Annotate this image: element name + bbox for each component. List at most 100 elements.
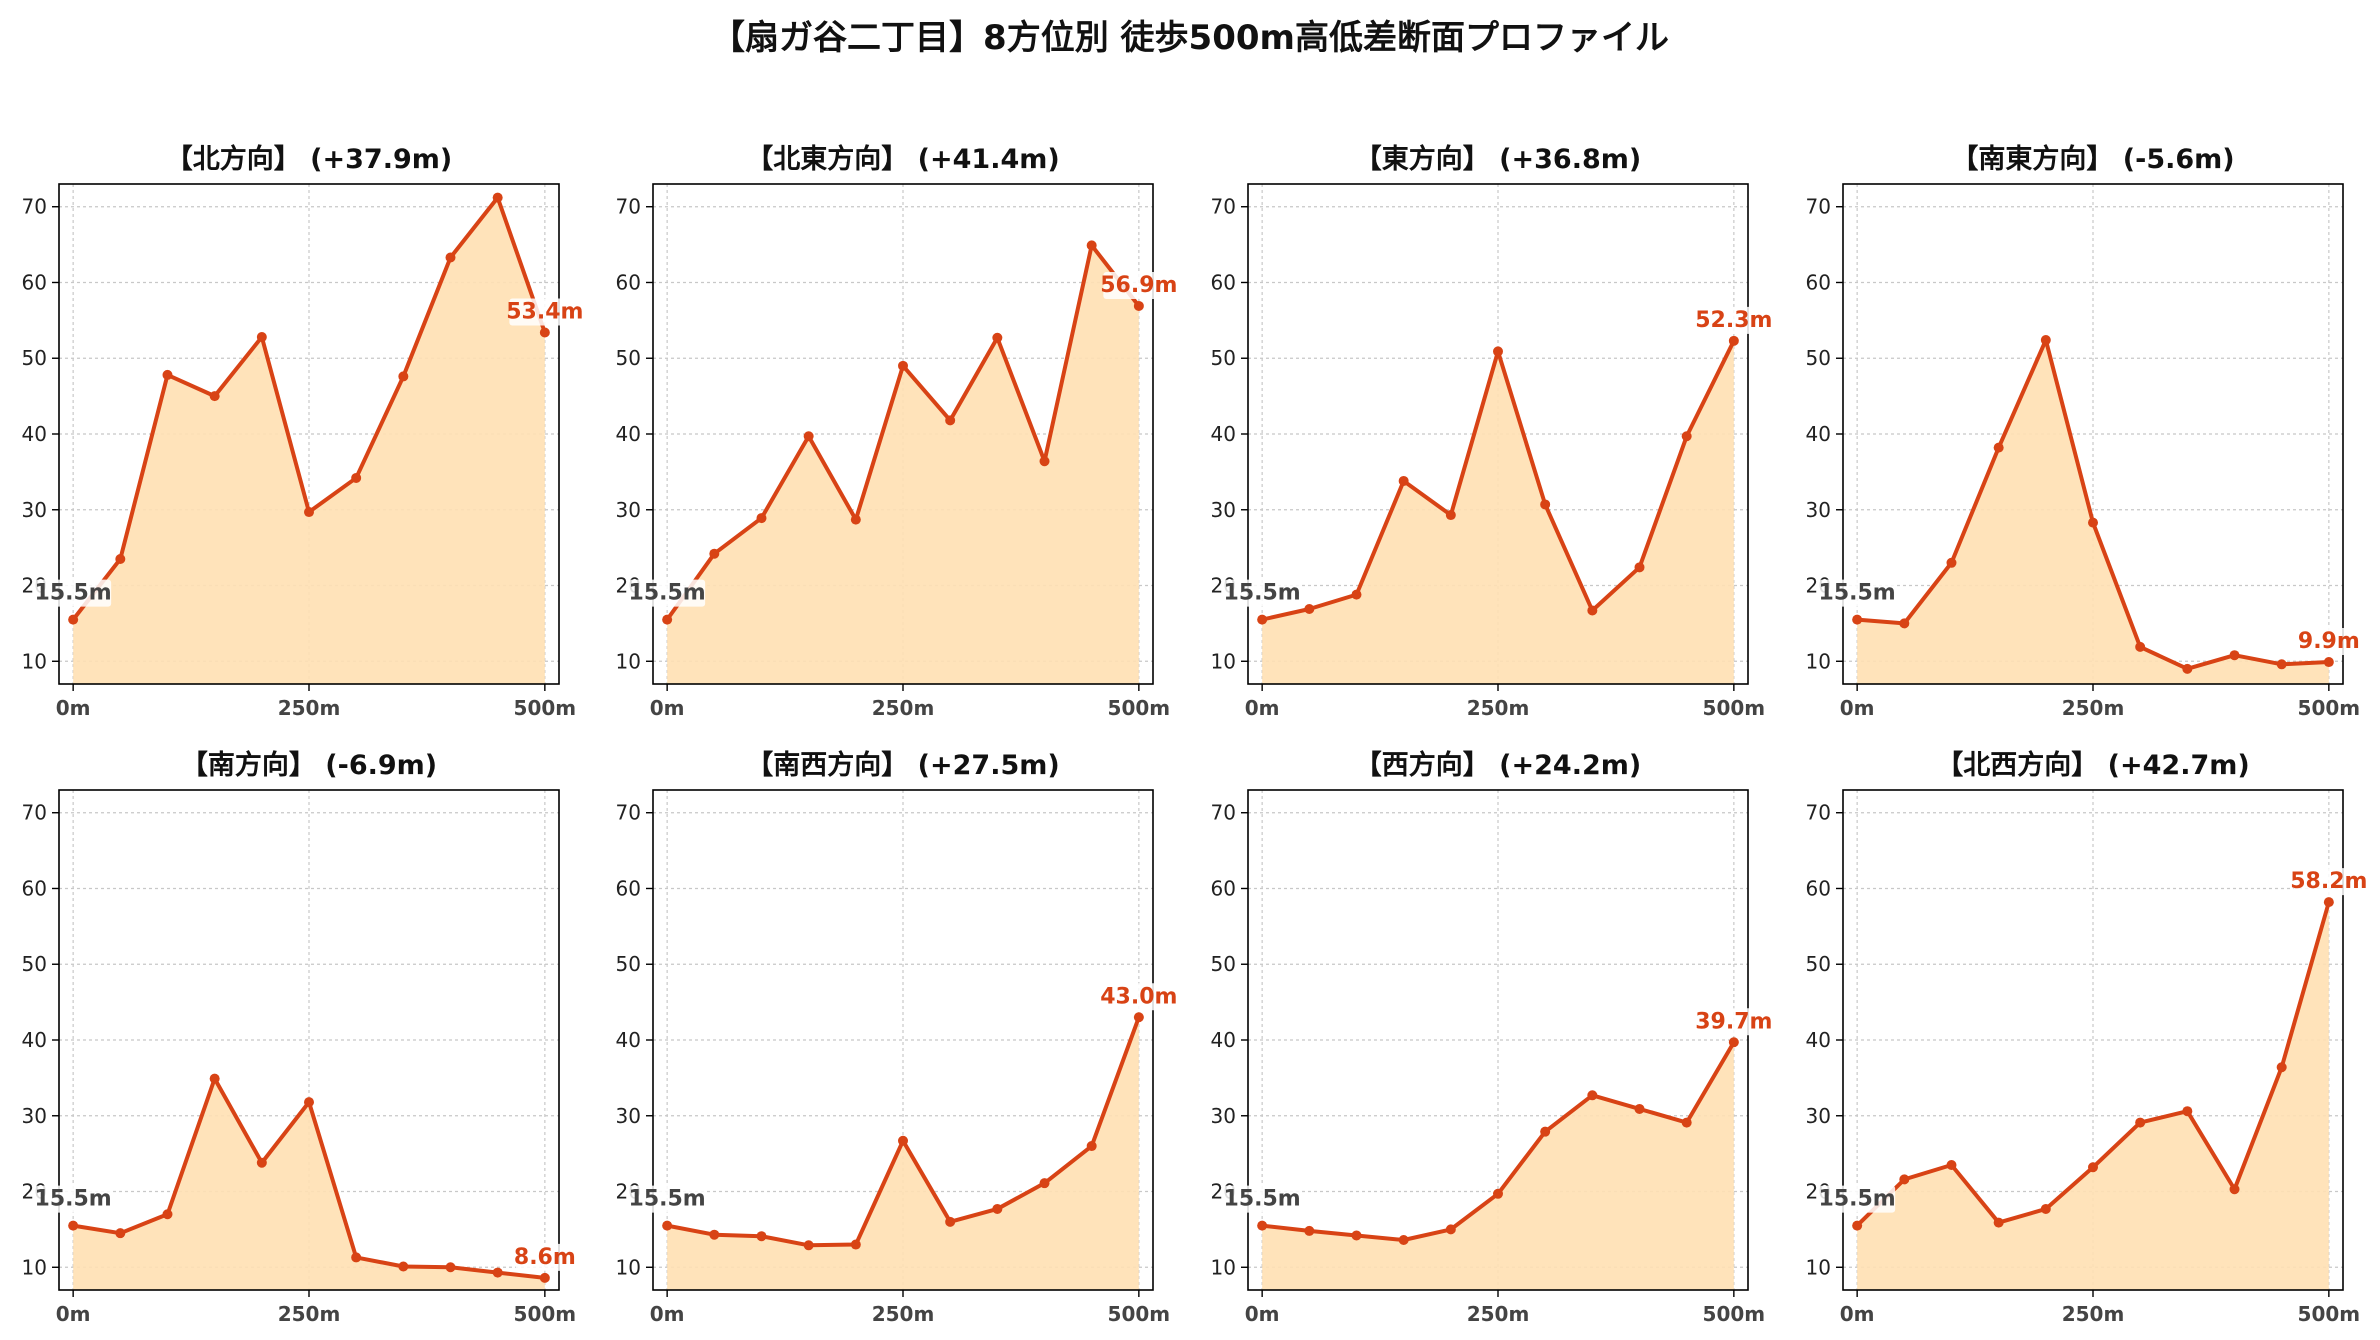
y-tick-label: 70 xyxy=(1211,801,1236,825)
end-elevation-label: 53.4m xyxy=(506,299,583,324)
y-tick-label: 40 xyxy=(22,422,47,446)
data-point xyxy=(709,548,720,559)
start-elevation-label: 15.5m xyxy=(629,581,706,606)
y-tick-label: 60 xyxy=(1211,270,1236,294)
x-tick-label: 250m xyxy=(872,696,935,720)
data-point xyxy=(1086,240,1097,251)
data-point xyxy=(351,1252,362,1263)
y-tick-label: 30 xyxy=(1806,498,1831,522)
y-tick-label: 40 xyxy=(22,1028,47,1052)
y-tick-label: 50 xyxy=(22,952,47,976)
x-tick-label: 0m xyxy=(650,696,685,720)
x-tick-label: 250m xyxy=(278,696,341,720)
end-elevation-label: 8.6m xyxy=(514,1245,576,1270)
data-point xyxy=(1587,1090,1598,1101)
y-tick-label: 40 xyxy=(1211,422,1236,446)
start-label-bg xyxy=(629,1185,706,1213)
y-tick-label: 70 xyxy=(22,801,47,825)
data-point xyxy=(803,431,814,442)
data-point xyxy=(539,1272,550,1283)
y-tick-label: 10 xyxy=(22,1255,47,1279)
y-tick-label: 40 xyxy=(616,1028,641,1052)
x-tick-label: 500m xyxy=(1108,696,1171,720)
start-label-bg xyxy=(629,579,706,607)
data-point xyxy=(1899,618,1910,629)
start-label-bg xyxy=(35,1185,112,1213)
y-tick-label: 50 xyxy=(1806,952,1831,976)
y-tick-label: 60 xyxy=(616,876,641,900)
data-point xyxy=(945,415,956,426)
data-point xyxy=(662,614,673,625)
data-point xyxy=(709,1229,720,1240)
data-point xyxy=(1133,1012,1144,1023)
y-tick-label: 30 xyxy=(1806,1104,1831,1128)
data-point xyxy=(162,369,173,380)
start-elevation-label: 15.5m xyxy=(1224,581,1301,606)
y-tick-label: 60 xyxy=(22,876,47,900)
data-point xyxy=(2276,1062,2287,1073)
end-elevation-label: 39.7m xyxy=(1695,1009,1772,1034)
elevation-area xyxy=(1262,1042,1734,1290)
elevation-area xyxy=(667,1017,1139,1290)
data-point xyxy=(2040,1203,2051,1214)
end-elevation-label: 56.9m xyxy=(1100,273,1177,298)
elevation-area xyxy=(1262,340,1734,684)
end-label-bg xyxy=(509,298,581,326)
x-tick-label: 500m xyxy=(2298,1302,2361,1326)
data-point xyxy=(1899,1174,1910,1185)
end-label-bg xyxy=(1103,271,1175,299)
data-point xyxy=(492,192,503,203)
y-tick-label: 40 xyxy=(1806,422,1831,446)
data-point xyxy=(1493,1188,1503,1199)
x-tick-label: 0m xyxy=(1245,1302,1280,1326)
data-point xyxy=(1540,499,1551,510)
data-point xyxy=(209,391,220,402)
y-tick-label: 50 xyxy=(1806,346,1831,370)
data-point xyxy=(756,513,767,524)
data-point xyxy=(1993,442,2004,453)
end-label-bg xyxy=(2299,628,2358,656)
data-point xyxy=(492,1267,503,1278)
data-point xyxy=(662,1220,673,1231)
start-elevation-label: 15.5m xyxy=(1819,1187,1896,1212)
data-point xyxy=(2088,1162,2098,1173)
data-point xyxy=(2323,897,2334,908)
data-point xyxy=(304,1097,314,1108)
y-tick-label: 60 xyxy=(1211,876,1236,900)
y-tick-label: 70 xyxy=(1806,195,1831,219)
y-tick-label: 70 xyxy=(1806,801,1831,825)
y-tick-label: 30 xyxy=(616,498,641,522)
data-point xyxy=(1039,1178,1050,1189)
start-elevation-label: 15.5m xyxy=(35,581,112,606)
data-point xyxy=(1398,475,1409,486)
x-tick-label: 0m xyxy=(650,1302,685,1326)
start-label-bg xyxy=(1819,579,1896,607)
figure-title: 【扇ガ谷二丁目】8方位別 徒歩500m高低差断面プロファイル xyxy=(711,18,1669,58)
subplot-title: 【西方向】 (+24.2m) xyxy=(1355,749,1641,781)
y-tick-label: 10 xyxy=(616,649,641,673)
end-label-bg xyxy=(1698,306,1770,334)
x-tick-label: 250m xyxy=(872,1302,935,1326)
end-elevation-label: 9.9m xyxy=(2298,629,2360,654)
x-tick-label: 250m xyxy=(2062,1302,2125,1326)
start-elevation-label: 15.5m xyxy=(35,1187,112,1212)
start-elevation-label: 15.5m xyxy=(629,1187,706,1212)
data-point xyxy=(2135,641,2146,652)
data-point xyxy=(2088,517,2098,528)
data-point xyxy=(2229,1184,2240,1195)
data-point xyxy=(1993,1217,2004,1228)
y-tick-label: 70 xyxy=(1211,195,1236,219)
data-point xyxy=(1852,1220,1863,1231)
data-point xyxy=(1946,1160,1957,1170)
y-tick-label: 10 xyxy=(616,1255,641,1279)
end-label-bg xyxy=(1103,983,1175,1011)
x-tick-label: 500m xyxy=(2298,696,2361,720)
y-tick-label: 30 xyxy=(22,498,47,522)
data-point xyxy=(898,1135,908,1146)
